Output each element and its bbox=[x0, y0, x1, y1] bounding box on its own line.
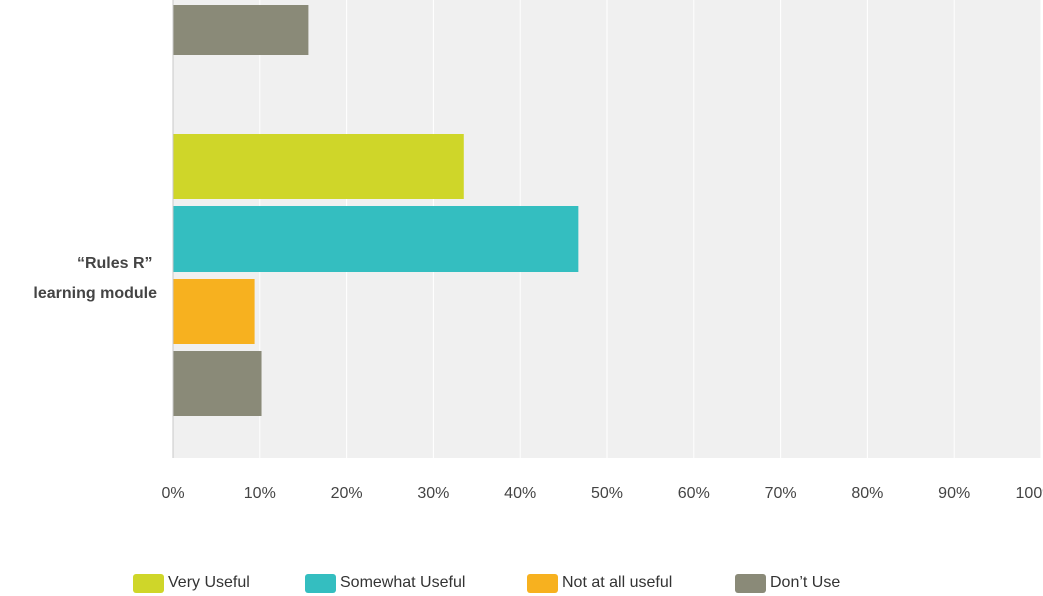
category-label-line-2: learning module bbox=[33, 285, 157, 302]
category-label-line-1: “Rules R” bbox=[77, 255, 153, 272]
x-tick-label: 90% bbox=[938, 485, 970, 502]
legend-swatch-somewhat-useful bbox=[305, 573, 336, 593]
legend-item-dont-use: Don’t Use bbox=[735, 572, 840, 594]
x-tick-label: 40% bbox=[504, 485, 536, 502]
legend-swatch-dont-use bbox=[735, 573, 766, 593]
legend-item-somewhat-useful: Somewhat Useful bbox=[305, 572, 465, 594]
legend: Very Useful Somewhat Useful Not at all u… bbox=[0, 572, 1043, 594]
bar-somewhat-useful bbox=[173, 206, 579, 272]
x-tick-label: 100% bbox=[1016, 485, 1043, 502]
legend-label-not-at-all-useful: Not at all useful bbox=[562, 574, 673, 591]
legend-label-somewhat-useful: Somewhat Useful bbox=[340, 574, 466, 591]
bar-don-t-use bbox=[173, 351, 262, 416]
x-tick-label: 80% bbox=[851, 485, 883, 502]
legend-item-not-at-all-useful: Not at all useful bbox=[527, 572, 672, 594]
x-tick-label: 20% bbox=[331, 485, 363, 502]
legend-item-very-useful: Very Useful bbox=[133, 572, 250, 594]
legend-swatch-not-at-all-useful bbox=[527, 573, 558, 593]
x-tick-label: 60% bbox=[678, 485, 710, 502]
legend-label-dont-use: Don’t Use bbox=[770, 574, 841, 591]
bars bbox=[173, 5, 579, 416]
category-label: “Rules R” learning module bbox=[33, 255, 157, 302]
x-tick-label: 30% bbox=[417, 485, 449, 502]
x-tick-label: 70% bbox=[765, 485, 797, 502]
x-tick-labels: 0% 10% 20% 30% 40% 50% 60% 70% 80% 90% 100% bbox=[161, 485, 1043, 502]
legend-swatch-very-useful bbox=[133, 573, 164, 593]
legend-label-very-useful: Very Useful bbox=[168, 574, 250, 591]
bar-don-t-use bbox=[173, 5, 309, 55]
x-tick-label: 50% bbox=[591, 485, 623, 502]
bar-very-useful bbox=[173, 134, 464, 199]
x-tick-label: 0% bbox=[161, 485, 184, 502]
x-tick-label: 10% bbox=[244, 485, 276, 502]
bar-not-at-all-useful bbox=[173, 279, 255, 344]
